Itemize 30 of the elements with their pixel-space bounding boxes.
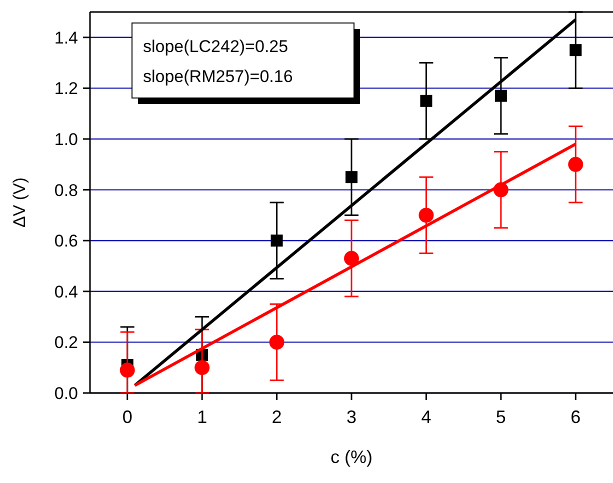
x-tick-label: 0: [122, 407, 132, 427]
x-tick-label: 5: [496, 407, 506, 427]
x-tick-label: 4: [421, 407, 432, 427]
y-tick-label: 0.4: [54, 282, 78, 302]
y-tick-label: 0.6: [54, 232, 78, 251]
point: [120, 362, 135, 378]
y-tick-label: 1.2: [54, 79, 78, 98]
x-tick-label: 1: [197, 407, 208, 427]
x-axis-title: c (%): [330, 447, 372, 467]
point: [344, 250, 359, 266]
point: [494, 90, 507, 102]
annotation: slope(LC242)=0.25: [143, 37, 288, 56]
annotation: slope(RM257)=0.16: [143, 67, 293, 86]
y-tick-label: 0.8: [54, 180, 78, 200]
x-tick-label: 2: [272, 407, 282, 427]
point: [418, 208, 434, 223]
point: [194, 360, 210, 376]
point: [346, 171, 358, 184]
point: [270, 234, 283, 247]
point: [570, 44, 582, 56]
y-axis-title: ΔV (V): [10, 177, 29, 228]
y-tick-label: 0.2: [54, 333, 78, 352]
point: [269, 334, 284, 350]
x-tick-label: 3: [346, 407, 357, 427]
y-tick-label: 0.0: [54, 384, 78, 403]
y-tick-label: 1.0: [54, 130, 78, 149]
y-tick-label: 1.4: [54, 28, 78, 48]
point: [420, 94, 432, 107]
point: [568, 156, 584, 172]
x-tick-label: 6: [570, 407, 581, 427]
